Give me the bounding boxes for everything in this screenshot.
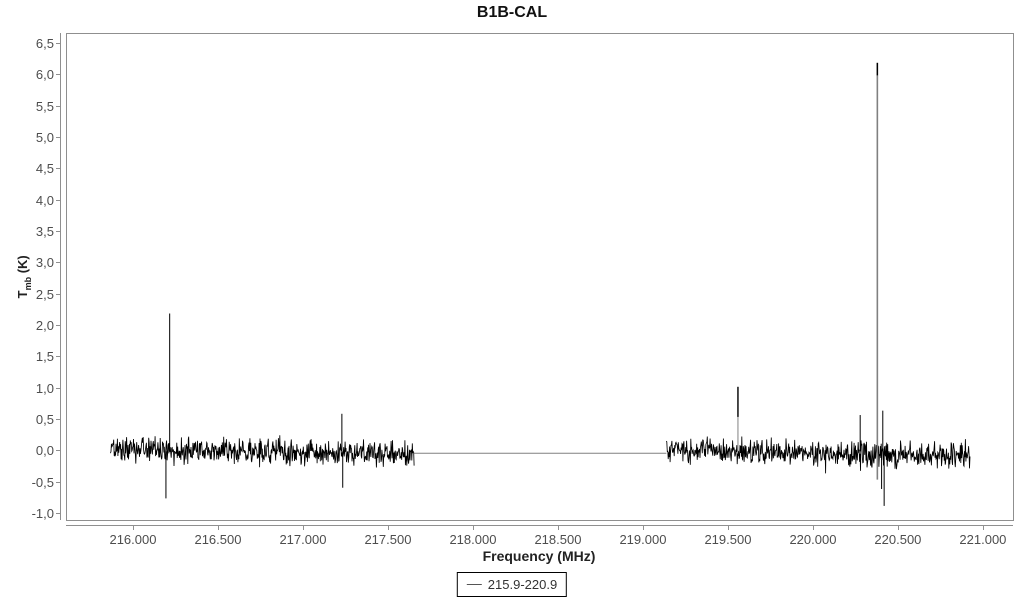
y-tick-mark <box>56 43 60 45</box>
x-tick-label: 218.500 <box>534 532 582 547</box>
y-tick-mark <box>56 387 60 389</box>
noise-band-trace <box>666 436 971 474</box>
x-tick-mark <box>557 526 559 530</box>
legend-label: 215.9-220.9 <box>487 577 558 592</box>
x-tick-label: 220.500 <box>874 532 922 547</box>
x-tick-label: 219.000 <box>619 532 667 547</box>
x-tick-mark <box>642 526 644 530</box>
y-tick-label: 0,5 <box>35 412 54 428</box>
x-tick-mark <box>217 526 219 530</box>
y-tick-label: 4,0 <box>35 192 54 208</box>
legend-line-sample-icon <box>466 584 482 585</box>
y-tick-mark <box>56 356 60 358</box>
x-tick-label: 217.000 <box>279 532 327 547</box>
y-tick-mark <box>56 262 60 264</box>
y-tick-label: 2,5 <box>35 286 54 302</box>
y-tick-mark <box>56 137 60 139</box>
x-tick-mark <box>727 526 729 530</box>
x-tick-label: 221.000 <box>959 532 1007 547</box>
y-tick-label: 3,5 <box>35 224 54 240</box>
x-axis-title: Frequency (MHz) <box>482 548 596 564</box>
x-tick-label: 216.500 <box>194 532 242 547</box>
x-tick-mark <box>132 526 134 530</box>
y-axis-line <box>60 33 61 520</box>
y-tick-label: -0,5 <box>31 474 54 490</box>
y-tick-mark <box>56 325 60 327</box>
chart-title: B1B-CAL <box>476 4 548 21</box>
y-tick-mark <box>56 450 60 452</box>
y-tick-mark <box>56 199 60 201</box>
y-tick-mark <box>56 481 60 483</box>
y-tick-label: 0,0 <box>35 443 54 459</box>
y-tick-label: 5,0 <box>35 130 54 146</box>
y-tick-label: 1,0 <box>35 380 54 396</box>
y-tick-label: -1,0 <box>31 506 54 522</box>
y-tick-mark <box>56 168 60 170</box>
x-tick-mark <box>302 526 304 530</box>
x-tick-mark <box>982 526 984 530</box>
x-tick-label: 219.500 <box>704 532 752 547</box>
y-tick-label: 4,5 <box>35 161 54 177</box>
x-tick-label: 220.000 <box>789 532 837 547</box>
y-tick-label: 6,5 <box>35 36 54 52</box>
y-tick-mark <box>56 231 60 233</box>
x-tick-mark <box>472 526 474 530</box>
x-tick-label: 216.000 <box>109 532 157 547</box>
legend[interactable]: 215.9-220.9 <box>456 572 568 597</box>
y-tick-mark <box>56 419 60 421</box>
noise-band-trace <box>110 435 415 468</box>
y-tick-mark <box>56 105 60 107</box>
x-axis-line <box>66 525 1013 526</box>
x-tick-mark <box>387 526 389 530</box>
x-tick-label: 217.500 <box>364 532 412 547</box>
plot-area[interactable] <box>66 33 1014 521</box>
spectrum-plot <box>110 62 971 506</box>
y-tick-mark <box>56 513 60 515</box>
y-tick-label: 2,0 <box>35 318 54 334</box>
y-tick-mark <box>56 74 60 76</box>
y-tick-label: 1,5 <box>35 349 54 365</box>
y-tick-mark <box>56 293 60 295</box>
y-tick-label: 3,0 <box>35 255 54 271</box>
x-tick-mark <box>897 526 899 530</box>
x-tick-mark <box>812 526 814 530</box>
x-tick-label: 218.000 <box>449 532 497 547</box>
y-tick-label: 6,0 <box>35 67 54 83</box>
y-tick-label: 5,5 <box>35 98 54 114</box>
